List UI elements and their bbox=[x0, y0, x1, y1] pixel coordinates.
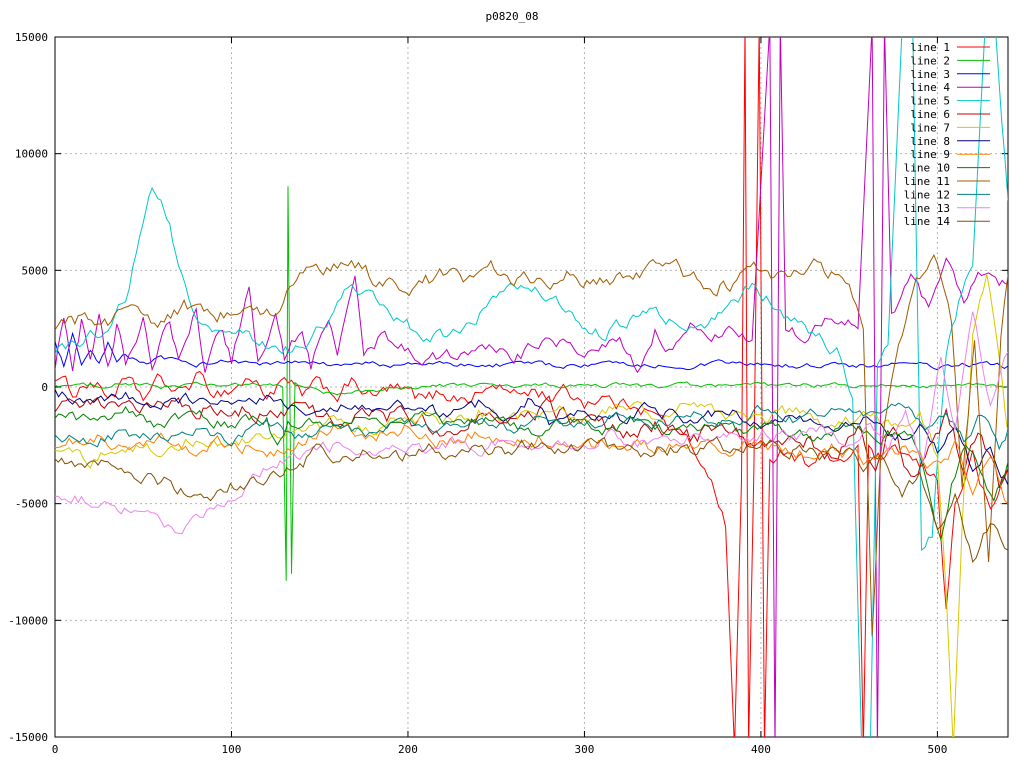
legend-label: line 8 bbox=[910, 135, 950, 148]
series-line-9 bbox=[55, 422, 1008, 505]
legend-label: line 4 bbox=[910, 81, 950, 94]
series-line-5 bbox=[55, 37, 1008, 737]
y-tick-label: 5000 bbox=[22, 264, 49, 277]
y-tick-label: -15000 bbox=[8, 731, 48, 744]
y-tick-label: -5000 bbox=[15, 498, 48, 511]
x-tick-label: 400 bbox=[751, 743, 771, 756]
y-tick-label: 10000 bbox=[15, 148, 48, 161]
legend-label: line 13 bbox=[904, 202, 950, 215]
series-line-1 bbox=[55, 37, 1008, 737]
series-line-10 bbox=[55, 406, 1008, 542]
legend-label: line 11 bbox=[904, 175, 950, 188]
legend-label: line 5 bbox=[910, 95, 950, 108]
chart-title: p0820_08 bbox=[485, 10, 539, 23]
series-line-7 bbox=[55, 274, 1008, 737]
y-tick-label: -10000 bbox=[8, 614, 48, 627]
legend-label: line 9 bbox=[910, 148, 950, 161]
legend-label: line 2 bbox=[910, 54, 950, 67]
series-line-13 bbox=[55, 311, 1008, 535]
series-line-4 bbox=[55, 37, 1008, 737]
x-tick-label: 500 bbox=[927, 743, 947, 756]
legend-label: line 7 bbox=[910, 121, 950, 134]
series-line-12 bbox=[55, 402, 1008, 451]
legend-label: line 12 bbox=[904, 188, 950, 201]
legend-label: line 1 bbox=[910, 41, 950, 54]
y-tick-label: 0 bbox=[41, 381, 48, 394]
x-tick-label: 200 bbox=[398, 743, 418, 756]
y-tick-label: 15000 bbox=[15, 31, 48, 44]
series-line-11 bbox=[55, 253, 1008, 637]
x-tick-label: 300 bbox=[575, 743, 595, 756]
legend-label: line 10 bbox=[904, 162, 950, 175]
x-tick-label: 0 bbox=[52, 743, 59, 756]
legend-label: line 6 bbox=[910, 108, 950, 121]
series-line-14 bbox=[55, 436, 1008, 564]
legend-label: line 3 bbox=[910, 68, 950, 81]
x-tick-label: 100 bbox=[222, 743, 242, 756]
legend-label: line 14 bbox=[904, 215, 951, 228]
series-line-3 bbox=[55, 331, 1008, 371]
